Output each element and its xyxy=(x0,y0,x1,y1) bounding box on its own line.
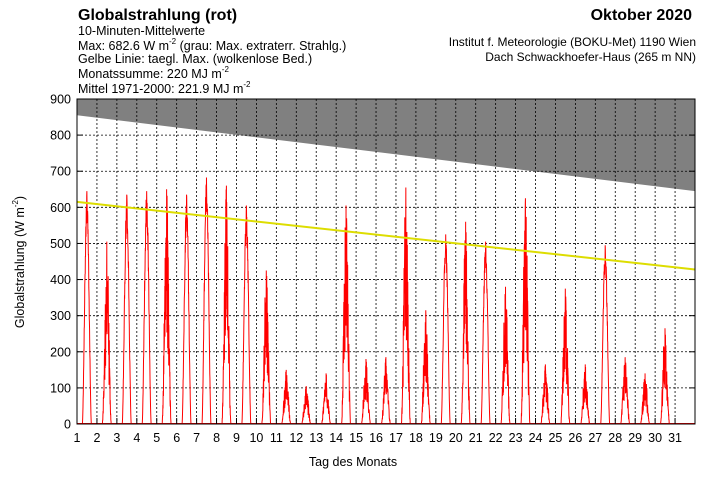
x-tick-label: 8 xyxy=(213,431,220,445)
y-tick-label: 400 xyxy=(50,273,71,287)
x-tick-label: 5 xyxy=(153,431,160,445)
yellow-line-info: Gelbe Linie: taegl. Max. (wolkenlose Bed… xyxy=(78,52,313,66)
y-tick-label: 800 xyxy=(50,129,71,143)
x-tick-label: 16 xyxy=(369,431,383,445)
y-tick-label: 900 xyxy=(50,93,71,107)
x-tick-label: 23 xyxy=(509,431,523,445)
clear-sky-max-line xyxy=(76,200,696,271)
x-tick-label: 21 xyxy=(469,431,483,445)
x-tick-label: 15 xyxy=(349,431,363,445)
x-tick-label: 6 xyxy=(173,431,180,445)
measured-radiation-line xyxy=(81,177,670,425)
x-tick-label: 12 xyxy=(289,431,303,445)
chart-month: Oktober 2020 xyxy=(590,7,692,24)
y-tick-label: 200 xyxy=(50,345,71,359)
x-tick-label: 22 xyxy=(489,431,503,445)
x-tick-label: 28 xyxy=(608,431,622,445)
max-info: Max: 682.6 W m-2 (grau: Max. extraterr. … xyxy=(78,37,347,53)
institute-text: Institut f. Meteorologie (BOKU-Met) 1190… xyxy=(448,35,696,49)
mean-info: Mittel 1971-2000: 221.9 MJ m-2 xyxy=(78,80,251,96)
x-tick-label: 14 xyxy=(329,431,343,445)
plot-frame xyxy=(76,98,696,425)
y-tick-label: 700 xyxy=(50,165,71,179)
y-tick-label: 300 xyxy=(50,309,71,323)
x-tick-label: 24 xyxy=(529,431,543,445)
x-tick-label: 31 xyxy=(668,431,682,445)
x-axis-label: Tag des Monats xyxy=(308,455,398,469)
x-tick-label: 2 xyxy=(93,431,100,445)
x-tick-label: 30 xyxy=(648,431,662,445)
x-tick-label: 18 xyxy=(409,431,423,445)
chart-title: Globalstrahlung (rot) xyxy=(78,7,238,24)
x-tick-label: 4 xyxy=(133,431,140,445)
x-tick-label: 9 xyxy=(233,431,240,445)
location-text: Dach Schwackhoefer-Haus (265 m NN) xyxy=(485,50,696,64)
x-tick-label: 19 xyxy=(429,431,443,445)
x-tick-label: 7 xyxy=(193,431,200,445)
y-tick-label: 0 xyxy=(64,418,71,432)
x-tick-label: 17 xyxy=(389,431,403,445)
x-tick-label: 29 xyxy=(628,431,642,445)
y-tick-label: 600 xyxy=(50,201,71,215)
x-tick-label: 10 xyxy=(249,431,263,445)
y-tick-label: 100 xyxy=(50,381,71,395)
x-tick-label: 13 xyxy=(309,431,323,445)
extraterrestrial-area xyxy=(77,99,695,192)
x-tick-label: 25 xyxy=(548,431,562,445)
x-tick-label: 27 xyxy=(588,431,602,445)
x-tick-label: 26 xyxy=(568,431,582,445)
x-tick-label: 11 xyxy=(270,431,283,445)
y-tick-label: 500 xyxy=(50,237,71,251)
x-tick-label: 3 xyxy=(113,431,120,445)
x-tick-label: 1 xyxy=(74,431,81,445)
x-tick-label: 20 xyxy=(449,431,463,445)
y-axis-label: Globalstrahlung (W m-2) xyxy=(10,195,27,329)
month-sum-info: Monatssumme: 220 MJ m-2 xyxy=(78,65,229,81)
subtitle: 10-Minuten-Mittelwerte xyxy=(78,24,206,38)
